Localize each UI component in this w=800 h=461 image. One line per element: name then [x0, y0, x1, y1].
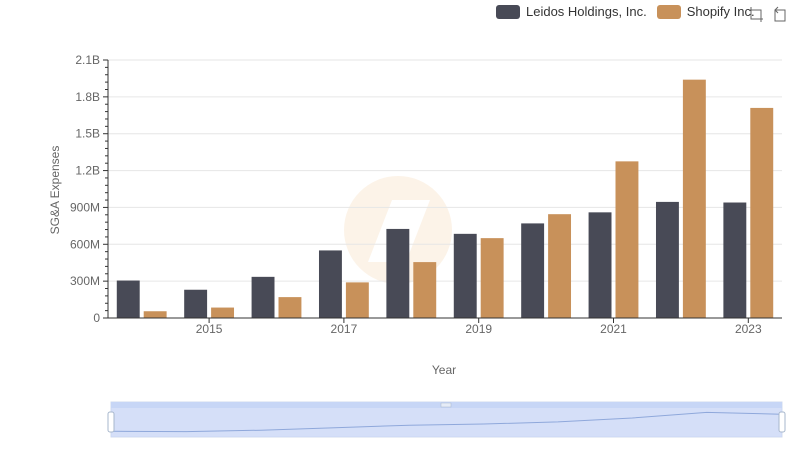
bar-leidos-2019[interactable] [453, 233, 477, 318]
legend-label-shopify: Shopify Inc. [686, 4, 755, 19]
bar-leidos-2021[interactable] [588, 212, 612, 318]
bar-shopify-2018[interactable] [413, 262, 437, 318]
datazoom-move-handle[interactable] [440, 402, 452, 408]
datazoom-slider[interactable] [107, 401, 786, 438]
legend-item-shopify[interactable]: Shopify Inc. [656, 4, 755, 19]
y-tick-label: 0 [93, 311, 100, 325]
bar-leidos-2022[interactable] [655, 201, 679, 318]
y-tick-label: 1.8B [75, 90, 100, 104]
bar-shopify-2021[interactable] [615, 161, 639, 318]
x-tick-label: 2017 [331, 322, 358, 336]
bar-leidos-2023[interactable] [723, 202, 747, 318]
y-tick-label: 1.5B [75, 127, 100, 141]
bar-shopify-2020[interactable] [548, 214, 572, 318]
bar-shopify-2016[interactable] [278, 297, 302, 318]
bar-shopify-2019[interactable] [480, 238, 504, 318]
legend-item-leidos[interactable]: Leidos Holdings, Inc. [496, 4, 647, 19]
bar-leidos-2017[interactable] [318, 250, 342, 318]
legend-swatch-leidos [496, 4, 520, 19]
x-axis-label: Year [432, 363, 456, 377]
bars [116, 79, 774, 319]
datazoom-handle-left[interactable] [107, 411, 115, 433]
bar-leidos-2014[interactable] [116, 280, 140, 318]
legend-swatch-shopify [656, 4, 681, 19]
y-tick-label: 2.1B [75, 53, 100, 67]
bar-shopify-2022[interactable] [682, 79, 706, 319]
legend-label-leidos: Leidos Holdings, Inc. [526, 4, 647, 19]
datazoom-selection[interactable] [111, 408, 782, 437]
bar-shopify-2015[interactable] [211, 307, 235, 318]
x-tick-label: 2015 [196, 322, 223, 336]
y-axis-label: SG&A Expenses [48, 146, 62, 235]
y-tick-label: 300M [70, 274, 100, 288]
x-tick-label: 2023 [735, 322, 762, 336]
bar-leidos-2020[interactable] [521, 223, 545, 318]
bar-shopify-2014[interactable] [143, 311, 167, 318]
x-tick-label: 2019 [465, 322, 492, 336]
y-tick-label: 1.2B [75, 164, 100, 178]
datazoom-preview-line [111, 411, 782, 433]
x-tick-label: 2021 [600, 322, 627, 336]
y-tick-label: 900M [70, 200, 100, 214]
restore-icon[interactable] [772, 6, 788, 22]
bar-shopify-2017[interactable] [345, 282, 369, 318]
zoom-icon[interactable] [748, 6, 764, 22]
datazoom-handle-right[interactable] [778, 411, 786, 433]
legend: Leidos Holdings, Inc. Shopify Inc. [496, 4, 755, 19]
bar-leidos-2016[interactable] [251, 276, 275, 318]
bar-leidos-2015[interactable] [184, 289, 208, 318]
y-tick-label: 600M [70, 237, 100, 251]
bar-leidos-2018[interactable] [386, 228, 410, 318]
y-axis: 0 300M 600M 900M 1.2B 1.5B 1.8B 2.1B [70, 53, 109, 325]
x-axis: 2015 2017 2019 2021 2023 [108, 317, 782, 336]
toolbox [748, 6, 788, 22]
bar-shopify-2023[interactable] [750, 107, 774, 319]
